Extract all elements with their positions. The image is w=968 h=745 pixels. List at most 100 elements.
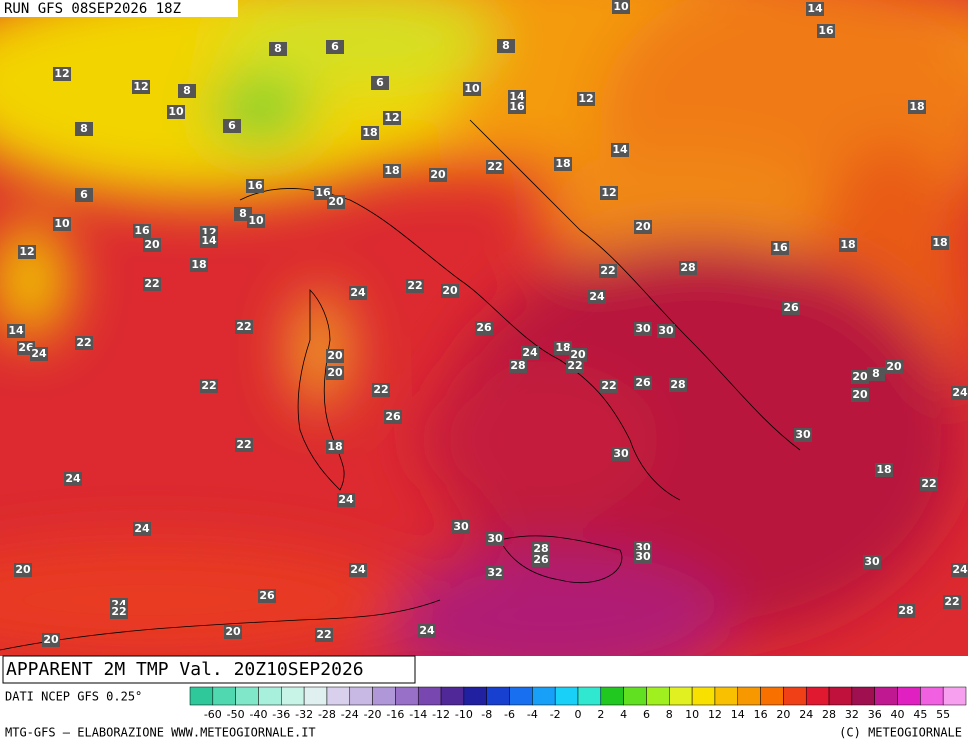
contour-label: 24 — [589, 290, 605, 303]
colorbar-swatch — [691, 686, 716, 706]
contour-label-box — [806, 2, 824, 16]
contour-label-box — [223, 119, 241, 133]
contour-label: 10 — [613, 0, 629, 13]
contour-label: 24 — [952, 563, 968, 576]
contour-label-box — [851, 388, 869, 402]
contour-label-box — [235, 320, 253, 334]
contour-label: 20 — [328, 195, 344, 208]
contour-label-box — [269, 42, 287, 56]
colorbar-swatch — [281, 686, 305, 706]
contour-label-box — [611, 143, 629, 157]
contour-label: 20 — [635, 220, 651, 233]
contour-label: 22 — [601, 379, 616, 392]
colorbar-label: -6 — [504, 708, 515, 721]
contour-label-box — [634, 376, 652, 390]
colorbar-swatch — [897, 686, 921, 706]
contour-label-box — [771, 241, 789, 255]
contour-label: 30 — [453, 520, 469, 533]
contour-label-box — [782, 301, 800, 315]
contour-label-box — [224, 625, 242, 639]
colorbar-label: 4 — [620, 708, 627, 721]
contour-label-box — [452, 520, 470, 534]
contour-label: 6 — [228, 119, 236, 132]
contour-label-box — [569, 348, 587, 362]
contour-label-box — [18, 245, 36, 259]
contour-label: 20 — [15, 563, 31, 576]
contour-label-box — [600, 379, 618, 393]
contour-label: 10 — [54, 217, 70, 230]
contour-label: 24 — [952, 386, 968, 399]
colorbar-label: -50 — [227, 708, 245, 721]
contour-label: 28 — [898, 604, 913, 617]
colorbar-swatch — [440, 686, 465, 706]
contour-label-box — [246, 179, 264, 193]
contour-label: 14 — [612, 143, 628, 156]
colorbar-label: 2 — [597, 708, 604, 721]
colorbar-swatch — [417, 686, 442, 706]
contour-label: 22 — [316, 628, 331, 641]
colorbar-label: 10 — [685, 708, 699, 721]
colorbar-label: -10 — [455, 708, 473, 721]
colorbar-swatch — [326, 686, 351, 706]
contour-label: 22 — [144, 277, 159, 290]
contour-label-box — [599, 264, 617, 278]
contour-label: 24 — [522, 346, 538, 359]
contour-label-box — [794, 428, 812, 442]
colorbar-swatch — [669, 686, 693, 706]
contour-label-box — [42, 633, 60, 647]
contour-label-box — [327, 195, 345, 209]
contour-label-box — [577, 92, 595, 106]
contour-label: 28 — [510, 359, 525, 372]
contour-label-box — [508, 100, 526, 114]
contour-label: 24 — [350, 286, 366, 299]
colorbar-label: 45 — [913, 708, 927, 721]
temperature-field — [0, 0, 968, 656]
contour-label: 18 — [909, 100, 924, 113]
contour-label: 10 — [168, 105, 184, 118]
contour-label-box — [371, 76, 389, 90]
contour-label-box — [463, 82, 481, 96]
contour-label: 6 — [376, 76, 384, 89]
contour-label: 8 — [80, 122, 88, 135]
contour-label: 14 — [8, 324, 24, 337]
contour-label-box — [554, 157, 572, 171]
contour-label-box — [167, 105, 185, 119]
contour-label-box — [349, 286, 367, 300]
colorbar-swatch — [942, 686, 967, 706]
colorbar-label: 16 — [754, 708, 768, 721]
contour-label-box — [75, 188, 93, 202]
contour-label: 24 — [31, 347, 47, 360]
contour-label: 28 — [680, 261, 695, 274]
colorbar-label: 28 — [822, 708, 836, 721]
contour-label-box — [851, 370, 869, 384]
contour-label: 22 — [944, 595, 959, 608]
colorbar-label: 6 — [643, 708, 650, 721]
colorbar-label: 55 — [936, 708, 950, 721]
colorbar-swatch — [463, 686, 487, 706]
contour-label: 12 — [133, 80, 148, 93]
contour-label: 20 — [852, 370, 868, 383]
contour-label: 22 — [407, 279, 422, 292]
colorbar-swatch — [805, 686, 830, 706]
contour-label: 26 — [476, 321, 492, 334]
contour-label-box — [383, 111, 401, 125]
contour-label-box — [143, 277, 161, 291]
contour-label: 18 — [384, 164, 399, 177]
contour-label: 18 — [191, 258, 206, 271]
contour-label: 28 — [533, 542, 548, 555]
contour-label: 26 — [385, 410, 401, 423]
contour-label: 30 — [635, 550, 651, 563]
contour-label: 6 — [331, 40, 339, 53]
contour-label: 26 — [259, 589, 275, 602]
contour-label-box — [200, 234, 218, 248]
contour-label: 10 — [464, 82, 480, 95]
contour-label: 30 — [613, 447, 629, 460]
colorbar: -60 -50 -40 -36 -32 -28 -24 -20 -16 -14 -12 -10 -8 -6… — [189, 686, 967, 721]
run-box — [0, 0, 238, 17]
contour-label: 24 — [350, 563, 366, 576]
contour-label-box — [326, 349, 344, 363]
colorbar-label: 32 — [845, 708, 859, 721]
contour-label-box — [14, 563, 32, 577]
contour-label: 30 — [635, 322, 651, 335]
contour-label: 18 — [327, 440, 342, 453]
